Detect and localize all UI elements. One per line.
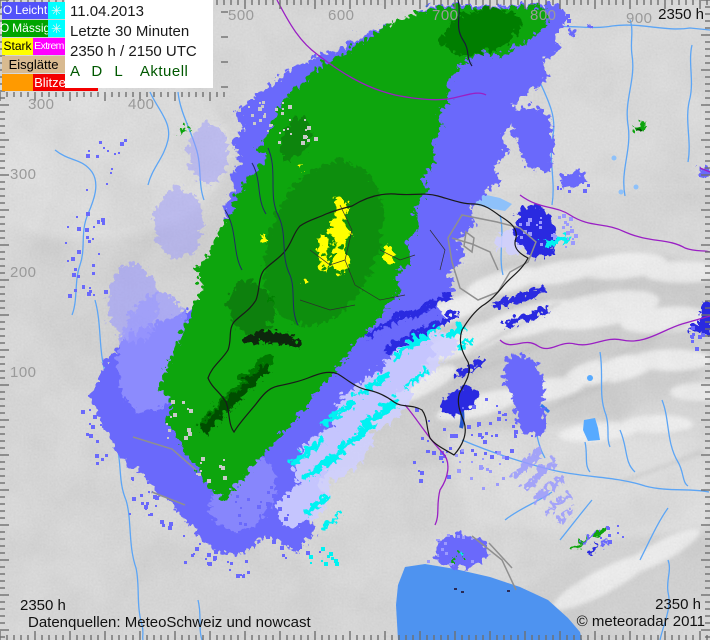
time-top-right: 2350 h xyxy=(658,6,704,23)
grid-label: 500 xyxy=(228,7,255,24)
circle-icon: O xyxy=(0,21,10,35)
date-label: 11.04.2013 xyxy=(70,3,144,20)
grid-label: 600 xyxy=(328,7,355,24)
grid-label: 300 xyxy=(28,96,55,113)
time-label: 2350 h / 2150 UTC xyxy=(70,43,197,60)
grid-label: 700 xyxy=(432,7,459,24)
time-bottom-left: 2350 h xyxy=(20,597,66,614)
legend-eisglaette-box: Eisglätte xyxy=(2,56,65,73)
status-line: A D L Aktuell xyxy=(70,62,213,82)
drizzle-speckles xyxy=(65,14,705,578)
legend-leicht-label: Leicht xyxy=(15,3,48,17)
circle-icon: O xyxy=(2,3,13,17)
period-label: Letzte 30 Minuten xyxy=(70,23,190,40)
legend-extrem-box: Extrem xyxy=(33,38,65,55)
borders-layer xyxy=(132,0,710,591)
copyright-credit: © meteoradar 2011 xyxy=(576,613,705,630)
legend-maessig-box: O Mässig xyxy=(0,20,51,37)
grid-label: 200 xyxy=(10,264,37,281)
snowflake-icon: ✳ xyxy=(48,20,65,37)
legend-maessig-label: Mässig xyxy=(12,21,51,35)
lake-geneva-dark xyxy=(241,327,298,344)
echo-snow-band xyxy=(284,231,567,528)
snowflake-icon: ✳ xyxy=(48,2,65,19)
legend-row-stark-extrem: Stark Extrem xyxy=(2,38,98,55)
grid-label: 400 xyxy=(128,96,155,113)
legend-row-eisglaette: Eisglätte xyxy=(2,56,98,73)
grid-label: 300 xyxy=(10,166,37,183)
legend-row-maessig: O Mässig ✳ xyxy=(0,20,98,37)
legend-stark-box: Stark xyxy=(2,38,33,55)
radar-echoes xyxy=(88,2,709,565)
info-box: 11.04.2013 Letzte 30 Minuten 2350 h / 21… xyxy=(65,0,213,88)
legend-leicht-box: O Leicht xyxy=(2,2,48,19)
mode-label: A D L xyxy=(70,63,127,80)
data-sources-credit: Datenquellen: MeteoSchweiz und nowcast xyxy=(28,614,311,631)
legend-row-leicht: O Leicht ✳ xyxy=(2,2,98,19)
echo-yellow-cores xyxy=(257,160,391,282)
grid-label: 900 xyxy=(626,10,653,27)
status-label: Aktuell xyxy=(139,63,189,80)
grid-label: 100 xyxy=(10,364,37,381)
time-bottom-right: 2350 h xyxy=(655,596,701,613)
sea-ligurian xyxy=(396,564,582,640)
grid-label: 800 xyxy=(530,7,557,24)
